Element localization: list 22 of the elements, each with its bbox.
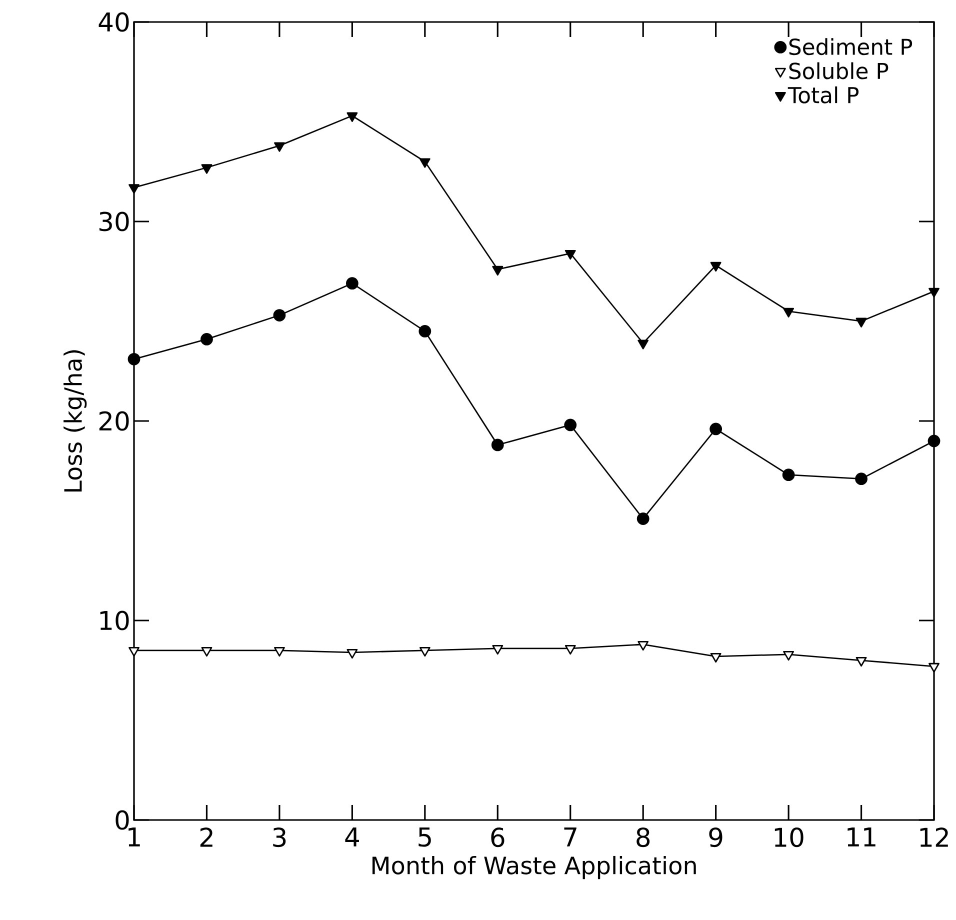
x-tick-label: 6 <box>491 828 504 848</box>
y-tick-label: 30 <box>99 212 129 232</box>
x-tick-label: 12 <box>920 828 948 847</box>
y-tick-label: 10 <box>100 610 129 630</box>
legend-label: Total P <box>788 86 859 104</box>
x-tick-label: 2 <box>200 828 212 847</box>
x-tick-label: 3 <box>273 828 286 848</box>
y-tick-label: 40 <box>98 12 129 32</box>
y-tick-label: 20 <box>99 411 129 431</box>
y-tick-label: 0 <box>116 810 129 830</box>
x-tick-label: 4 <box>345 828 359 846</box>
y-axis-title: Loss (kg/ha) <box>64 350 87 492</box>
legend-label: Sediment P <box>789 38 912 56</box>
legend-label: Soluble P <box>789 62 888 80</box>
x-tick-label: 9 <box>709 828 722 848</box>
x-tick-label: 1 <box>128 828 140 846</box>
x-axis-title: Month of Waste Application <box>372 856 696 880</box>
x-tick-label: 8 <box>636 828 650 848</box>
x-tick-label: 10 <box>774 828 804 848</box>
x-tick-label: 7 <box>564 828 576 846</box>
x-tick-label: 5 <box>418 828 431 847</box>
x-tick-label: 11 <box>848 828 876 846</box>
